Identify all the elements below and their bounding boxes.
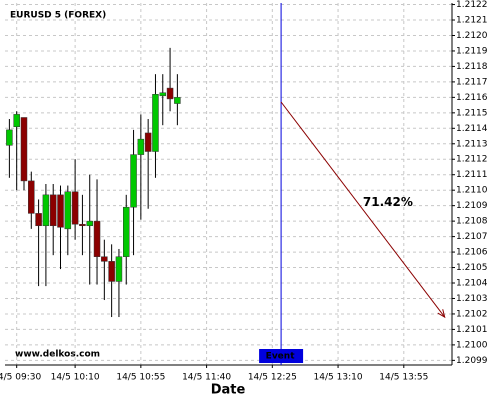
event-label: Event bbox=[266, 352, 296, 362]
candle-body bbox=[86, 220, 93, 227]
projection-label: 71.42% bbox=[363, 195, 413, 209]
candle-body bbox=[130, 154, 137, 208]
candle-body bbox=[122, 206, 130, 257]
candle-body bbox=[152, 94, 159, 152]
x-tick-label: 14/5 13:10 bbox=[314, 373, 363, 383]
watermark: www.delkos.com bbox=[15, 350, 100, 360]
candle-body bbox=[144, 132, 152, 152]
y-tick-label: 1.2111 bbox=[456, 170, 488, 180]
y-tick-label: 1.2104 bbox=[456, 279, 488, 289]
y-tick-label: 1.2103 bbox=[456, 294, 488, 304]
x-tick-label: 14/5 09:30 bbox=[0, 373, 41, 383]
x-tick-label: 14/5 13:55 bbox=[379, 373, 428, 383]
candle-body bbox=[101, 256, 108, 262]
candle-body bbox=[57, 194, 64, 228]
y-tick-label: 1.2121 bbox=[456, 16, 488, 26]
y-tick-label: 1.2118 bbox=[456, 62, 488, 72]
y-tick-label: 1.2102 bbox=[456, 309, 488, 319]
x-tick-label: 14/5 12:25 bbox=[248, 373, 297, 383]
candle-body bbox=[49, 194, 57, 227]
x-tick-label: 14/5 11:40 bbox=[182, 373, 231, 383]
y-tick-label: 1.2100 bbox=[456, 340, 488, 350]
candle-body bbox=[42, 194, 50, 227]
x-tick-label: 14/5 10:10 bbox=[51, 373, 100, 383]
y-tick-label: 1.2115 bbox=[456, 108, 488, 118]
y-tick-label: 1.2122 bbox=[456, 0, 488, 10]
candle-body bbox=[79, 223, 86, 227]
y-tick-label: 1.2112 bbox=[456, 155, 488, 165]
event-box bbox=[259, 349, 304, 363]
x-axis-label: Date bbox=[211, 383, 246, 398]
y-tick-label: 1.2110 bbox=[456, 186, 488, 196]
y-tick-label: 1.2114 bbox=[456, 124, 488, 134]
candle-body bbox=[166, 87, 174, 100]
arrow-head bbox=[437, 309, 446, 319]
y-tick-label: 1.2108 bbox=[456, 217, 488, 227]
y-tick-label: 1.2109 bbox=[456, 201, 488, 211]
y-tick-label: 1.2107 bbox=[456, 232, 488, 242]
y-tick-label: 1.2105 bbox=[456, 263, 488, 273]
candle-body bbox=[28, 180, 35, 214]
candle-body bbox=[13, 114, 20, 128]
chart-title: EURUSD 5 (FOREX) bbox=[10, 11, 106, 21]
y-tick-label: 1.2116 bbox=[456, 93, 488, 103]
candle-body bbox=[64, 191, 72, 230]
candle-body bbox=[159, 92, 167, 97]
candle-body bbox=[137, 138, 145, 155]
y-tick-label: 1.2106 bbox=[456, 248, 488, 258]
y-tick-label: 1.2101 bbox=[456, 325, 488, 335]
y-tick-label: 1.2117 bbox=[456, 77, 488, 87]
candle-body bbox=[108, 261, 115, 282]
candle-body bbox=[20, 117, 28, 182]
candle-body bbox=[174, 97, 181, 104]
y-tick-label: 1.2113 bbox=[456, 139, 488, 149]
candle-body bbox=[71, 191, 79, 225]
candle-body bbox=[93, 220, 101, 257]
y-tick-label: 1.2120 bbox=[456, 31, 488, 41]
candle-body bbox=[6, 129, 13, 146]
y-tick-label: 1.2119 bbox=[456, 46, 488, 56]
candle-body bbox=[115, 256, 123, 282]
y-tick-label: 1.2099 bbox=[456, 356, 488, 366]
projection-arrow bbox=[280, 101, 446, 318]
x-tick-label: 14/5 10:55 bbox=[116, 373, 165, 383]
candle-body bbox=[35, 213, 42, 227]
